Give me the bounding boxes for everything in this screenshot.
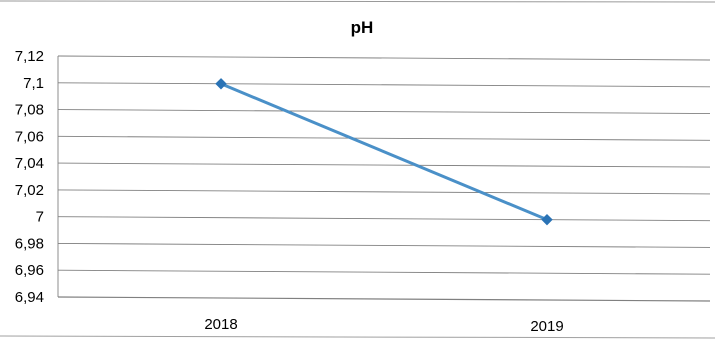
y-tick-label: 7,06: [15, 128, 44, 145]
gridline: [57, 162, 711, 168]
y-tick-label: 7: [36, 209, 44, 226]
y-tick-label: 6,96: [15, 262, 44, 279]
x-tick-label: 2018: [204, 316, 237, 333]
series-ph: [215, 78, 553, 226]
y-tick-label: 7,02: [15, 182, 44, 199]
y-axis-tick-labels: 7,12 7,1 7,08 7,06 7,04 7,02 7 6,98 6,96 6,94: [15, 48, 44, 306]
y-tick-label: 7,1: [23, 75, 44, 92]
gridline: [57, 135, 711, 141]
y-tick-label: 6,98: [15, 235, 44, 252]
gridline: [57, 189, 711, 195]
data-point-marker: [215, 78, 227, 90]
gridline: [57, 82, 711, 88]
chart-bottom-border: [0, 335, 715, 339]
gridlines: [57, 55, 711, 302]
y-tick-label: 6,94: [15, 289, 44, 306]
gridline: [57, 216, 711, 222]
gridline: [57, 269, 711, 275]
gridline: [57, 55, 711, 61]
series-line: [219, 82, 549, 222]
chart-title: pH: [351, 18, 374, 37]
data-point-marker: [541, 213, 553, 226]
y-tick-label: 7,12: [15, 48, 44, 65]
gridline: [57, 109, 711, 115]
gridline: [57, 296, 711, 302]
gridline: [57, 242, 711, 248]
x-tick-label: 2019: [530, 318, 563, 335]
x-axis-tick-labels: 2018 2019: [204, 316, 563, 335]
y-tick-label: 7,08: [15, 102, 44, 119]
chart-top-border: [0, 0, 715, 3]
y-tick-label: 7,04: [15, 155, 44, 172]
